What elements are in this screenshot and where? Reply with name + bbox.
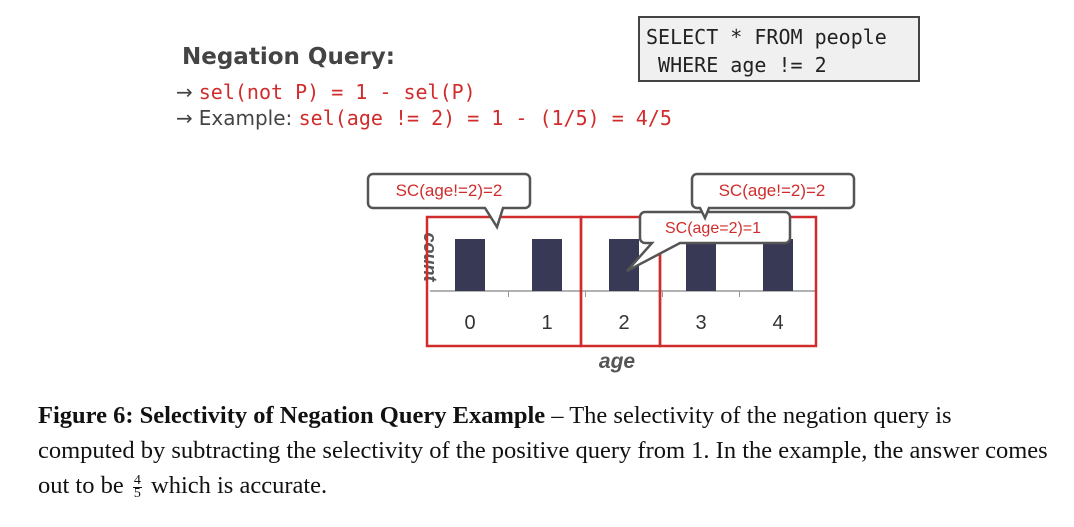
callout-left-text: SC(age!=2)=2 <box>396 181 503 200</box>
x-tick-label-1: 1 <box>541 312 552 334</box>
sql-line-1: SELECT * FROM people <box>646 25 887 49</box>
bar-age-0 <box>455 239 485 291</box>
callout-middle-text: SC(age=2)=1 <box>665 220 761 237</box>
slide-heading: Negation Query: <box>182 44 395 70</box>
bullet-example: → Example: sel(age != 2) = 1 - (1/5) = 4/… <box>176 106 672 130</box>
histogram-bars <box>455 239 793 291</box>
example-label: Example: <box>198 106 293 130</box>
callout-right-text: SC(age!=2)=2 <box>719 181 826 200</box>
x-tick-labels: 0 1 2 3 4 <box>464 291 784 334</box>
caption-text-1: The selectivity of the negation query is… <box>38 402 1048 499</box>
callout-left: SC(age!=2)=2 <box>366 172 532 230</box>
bar-age-1 <box>532 239 562 291</box>
x-tick-label-4: 4 <box>772 312 783 334</box>
callout-right: SC(age!=2)=2 <box>690 172 856 222</box>
bar-age-4 <box>763 239 793 291</box>
caption-text-2: which is accurate. <box>151 472 328 499</box>
x-axis-label: age <box>599 350 636 373</box>
arrow-icon: → <box>176 80 193 104</box>
bullet-formula: → sel(not P) = 1 - sel(P) <box>176 80 476 104</box>
caption-label: Figure 6: Selectivity of Negation Query … <box>38 402 546 429</box>
fraction-numerator: 4 <box>132 472 142 488</box>
callout-middle: SC(age=2)=1 <box>626 210 792 273</box>
x-tick-label-3: 3 <box>695 312 706 334</box>
caption-dash: – <box>545 402 570 429</box>
sql-line-2: WHERE age != 2 <box>646 53 827 77</box>
figure-caption: Figure 6: Selectivity of Negation Query … <box>38 398 1048 503</box>
x-tick-label-0: 0 <box>464 312 475 334</box>
y-axis-label: count <box>420 233 440 283</box>
bar-age-3 <box>686 239 716 291</box>
formula-code: sel(not P) = 1 - sel(P) <box>198 80 476 104</box>
sql-box: SELECT * FROM people WHERE age != 2 <box>638 16 920 82</box>
arrow-icon: → <box>176 106 193 130</box>
histogram-figure: count 0 1 2 3 4 age SC(age!=2)=2 SC(age=2)=1… <box>366 172 856 373</box>
x-tick-label-2: 2 <box>618 312 629 334</box>
fraction-denominator: 5 <box>133 485 141 501</box>
example-code: sel(age != 2) = 1 - (1/5) = 4/5 <box>298 106 672 130</box>
